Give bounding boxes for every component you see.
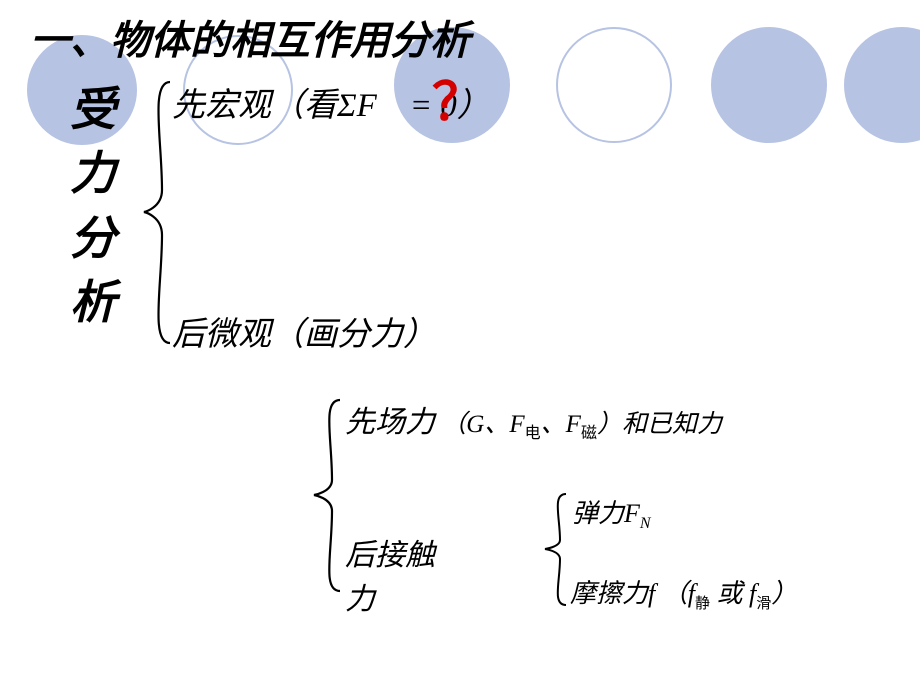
decor-circle <box>844 27 920 143</box>
vert-char-4: 析 <box>70 271 110 335</box>
elastic-pre: 弹力 <box>572 499 624 528</box>
decor-circle <box>556 27 672 143</box>
field-paren-close: ） <box>597 411 622 438</box>
line-elastic-force: 弹力FN <box>572 493 651 533</box>
field-sep1: 、 <box>484 411 509 438</box>
friction-sub-static: 静 <box>695 596 710 612</box>
field-sep2: 、 <box>541 411 566 438</box>
field-fm-sub: 磁 <box>581 425 597 442</box>
vert-char-2: 力 <box>70 142 110 206</box>
friction-sym2: f <box>688 579 695 608</box>
friction-close: ） <box>771 579 797 608</box>
line-contact-label: 后接触力 <box>345 530 455 618</box>
vert-char-1: 受 <box>70 78 110 142</box>
macro-formula: ΣF <box>337 88 377 124</box>
elastic-sub: N <box>640 515 651 532</box>
elastic-sym: F <box>624 499 640 528</box>
question-mark-icon: ？ <box>432 60 484 135</box>
friction-or: 或 <box>710 579 749 608</box>
vertical-label: 受 力 分 析 <box>70 78 110 336</box>
line-field-force: 先场力 （G、F电、F磁）和已知力 <box>345 397 722 443</box>
decor-circle <box>711 27 827 143</box>
field-fm-sym: F <box>566 411 581 438</box>
brace-level2 <box>310 398 346 593</box>
diagram-stage: 一、物体的相互作用分析 受 力 分 析 先宏观（看ΣF = 0） ？ 后微观（画… <box>0 0 920 690</box>
vert-char-3: 分 <box>70 207 110 271</box>
friction-sub-kinetic: 滑 <box>756 596 771 612</box>
page-title: 一、物体的相互作用分析 <box>30 8 470 66</box>
field-fe-sub: 电 <box>525 425 541 442</box>
friction-pre: 摩擦力 <box>570 579 648 608</box>
field-g: G <box>466 411 484 438</box>
field-known: 和已知力 <box>622 411 722 438</box>
brace-level1 <box>140 80 176 345</box>
macro-prefix: 先宏观（看 <box>172 88 337 124</box>
brace-level3 <box>542 492 570 607</box>
field-label: 先场力 <box>345 406 435 439</box>
line-friction-force: 摩擦力f （f静 或 f滑） <box>570 573 797 613</box>
field-fe-sym: F <box>509 411 524 438</box>
friction-open: （ <box>662 579 688 608</box>
friction-sym1: f <box>648 579 655 608</box>
line-micro: 后微观（画分力） <box>172 307 436 355</box>
field-paren-open: （ <box>441 411 466 438</box>
